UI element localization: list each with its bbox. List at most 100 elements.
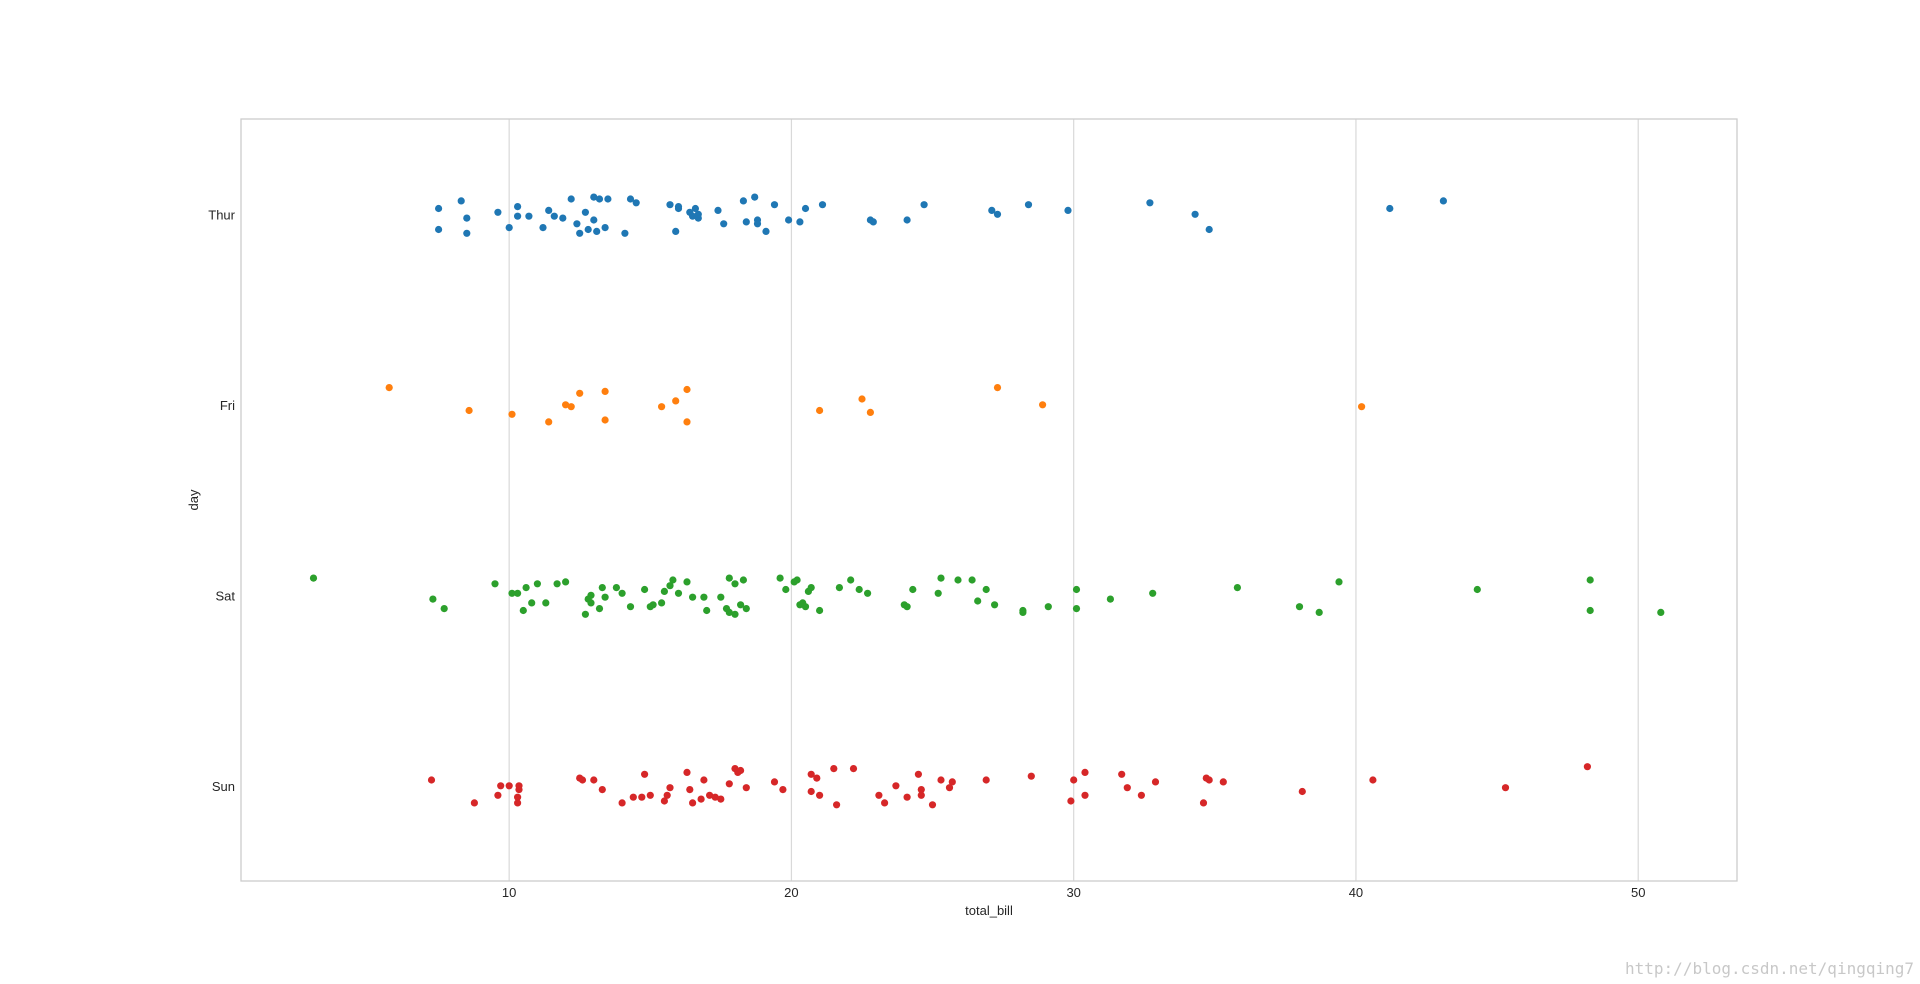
data-point [427, 776, 436, 784]
data-point [849, 765, 858, 773]
data-point [528, 599, 536, 607]
data-point [584, 225, 592, 234]
data-point [1151, 778, 1160, 786]
data-point [429, 595, 437, 603]
data-point [785, 216, 793, 224]
data-point [793, 576, 801, 584]
data-point [626, 603, 635, 611]
data-point [590, 193, 598, 201]
data-point [525, 212, 533, 220]
data-point [711, 793, 719, 801]
data-point [590, 776, 598, 784]
data-point [691, 204, 700, 213]
data-point [576, 229, 584, 237]
x-tick-label: 40 [1349, 885, 1363, 900]
data-point [731, 580, 739, 588]
data-point [385, 384, 393, 392]
data-point [753, 220, 762, 228]
data-point [762, 227, 770, 235]
data-point [717, 795, 725, 803]
data-point [855, 585, 863, 594]
data-point [776, 574, 784, 582]
data-point [917, 786, 925, 794]
data-point [545, 206, 553, 214]
series-sun [427, 763, 1591, 809]
data-point [1358, 403, 1366, 411]
data-point [982, 776, 990, 784]
data-point [1072, 585, 1081, 594]
data-point [658, 599, 666, 607]
watermark: http://blog.csdn.net/qingqing7 [1625, 959, 1914, 978]
data-point [1335, 578, 1343, 586]
data-point [593, 227, 601, 235]
data-point [309, 574, 318, 582]
data-point [683, 768, 691, 777]
data-point [553, 580, 561, 588]
data-point [581, 208, 590, 216]
data-point [559, 214, 567, 222]
data-point [522, 584, 530, 592]
data-point [782, 585, 790, 594]
data-point [948, 778, 956, 786]
data-point [470, 799, 478, 807]
data-point [818, 201, 827, 209]
data-point [1199, 799, 1208, 807]
data-point [835, 584, 844, 592]
plot-area [241, 119, 1737, 881]
data-point [508, 410, 516, 418]
data-point [1019, 606, 1027, 615]
data-point [1586, 576, 1594, 584]
data-point [463, 214, 471, 222]
data-point [751, 193, 759, 201]
data-point [816, 406, 824, 415]
data-point [807, 584, 815, 592]
data-point [590, 216, 598, 224]
data-point [601, 387, 609, 395]
data-point [770, 201, 779, 209]
data-point [903, 216, 911, 224]
data-point [689, 593, 697, 601]
data-point [514, 212, 522, 220]
data-points [309, 193, 1665, 809]
data-point [601, 593, 609, 601]
data-point [864, 589, 872, 597]
data-point [573, 220, 581, 228]
data-point [725, 574, 733, 582]
data-point [519, 606, 527, 615]
data-point [770, 778, 779, 786]
data-point [801, 603, 810, 611]
data-point [629, 793, 637, 801]
data-point [737, 766, 745, 775]
data-point [666, 582, 674, 590]
data-point [968, 576, 976, 584]
x-axis-label: total_bill [965, 903, 1013, 918]
data-point [587, 591, 595, 599]
data-point [917, 791, 925, 799]
data-point [514, 793, 522, 801]
data-point [1118, 770, 1126, 778]
data-point [533, 580, 542, 588]
data-point [672, 227, 680, 235]
gridlines [508, 119, 1639, 881]
data-point [937, 776, 945, 784]
data-point [892, 782, 900, 790]
data-point [545, 418, 553, 426]
data-point [830, 765, 838, 773]
data-point [739, 197, 748, 205]
data-point [660, 587, 669, 596]
data-point [720, 220, 728, 228]
data-point [669, 576, 677, 584]
data-point [1315, 608, 1323, 617]
data-point [601, 224, 609, 232]
data-point [725, 608, 733, 617]
data-point [649, 601, 657, 609]
data-point [632, 199, 640, 207]
data-point [686, 786, 694, 794]
data-point [491, 580, 499, 588]
data-point [1106, 595, 1114, 603]
data-point [1386, 204, 1394, 213]
data-point [1149, 589, 1157, 597]
data-point [779, 786, 787, 794]
x-tick-label: 50 [1631, 885, 1645, 900]
